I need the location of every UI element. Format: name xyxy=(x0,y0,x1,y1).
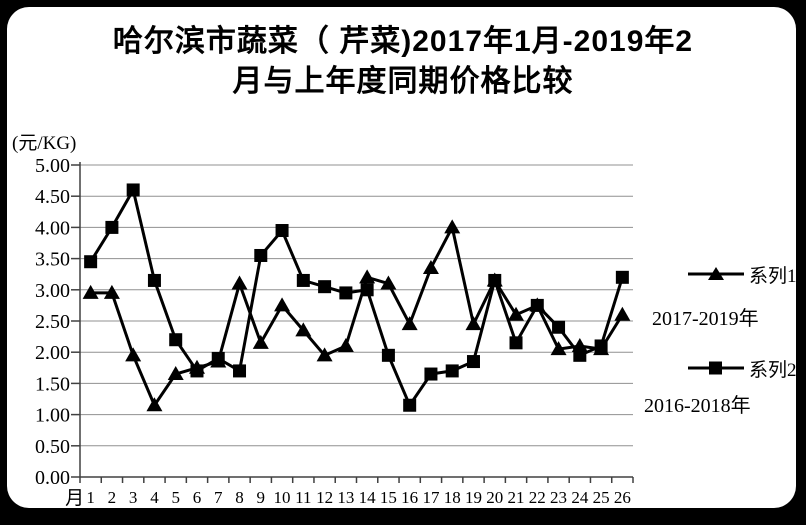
legend-series1-label: 系列1 xyxy=(749,265,797,287)
svg-text:9: 9 xyxy=(257,488,266,507)
chart-title-line2: 月与上年度同期价格比较 xyxy=(232,65,574,98)
x-tick-labels: 1 2 3 4 5 6 7 8 9 10 11 12 13 14 15 16 17 18 19 20 21 22 23 24 2… xyxy=(86,488,630,507)
svg-text:3.50: 3.50 xyxy=(35,249,70,271)
svg-text:20: 20 xyxy=(486,488,503,507)
svg-text:19: 19 xyxy=(465,488,482,507)
chart-panel xyxy=(7,7,796,508)
svg-text:17: 17 xyxy=(422,488,440,507)
series1-triangle-marker-icon xyxy=(688,267,744,280)
svg-text:2.50: 2.50 xyxy=(35,311,70,333)
svg-text:8: 8 xyxy=(235,488,244,507)
svg-text:4.50: 4.50 xyxy=(35,186,70,208)
svg-text:5: 5 xyxy=(171,488,180,507)
chart-title: 哈尔滨市蔬菜（ 芹菜)2017年1月-2019年2 月与上年度同期价格比较 xyxy=(0,22,806,102)
svg-text:0.50: 0.50 xyxy=(35,436,70,458)
series2-line xyxy=(89,185,624,409)
svg-text:24: 24 xyxy=(571,488,589,507)
svg-text:14: 14 xyxy=(359,488,377,507)
svg-text:12: 12 xyxy=(316,488,333,507)
y-axis-ticks xyxy=(71,164,80,478)
axis-lines xyxy=(79,162,633,478)
svg-text:10: 10 xyxy=(274,488,291,507)
gridlines xyxy=(80,164,633,447)
legend-series2-label: 系列2 xyxy=(749,359,797,381)
svg-text:4.00: 4.00 xyxy=(35,217,70,239)
month-prefix-label: 月 xyxy=(65,488,84,509)
svg-text:1.00: 1.00 xyxy=(35,405,70,427)
svg-text:0.00: 0.00 xyxy=(35,467,70,489)
y-tick-labels: 5.00 4.50 4.00 3.50 3.00 2.50 2.00 1.50 1.00 0.50… xyxy=(35,155,70,489)
svg-text:15: 15 xyxy=(380,488,397,507)
svg-text:26: 26 xyxy=(614,488,631,507)
svg-text:5.00: 5.00 xyxy=(35,155,70,177)
svg-text:4: 4 xyxy=(150,488,159,507)
svg-text:1: 1 xyxy=(86,488,95,507)
svg-text:3.00: 3.00 xyxy=(35,280,70,302)
svg-text:21: 21 xyxy=(508,488,525,507)
svg-text:16: 16 xyxy=(401,488,418,507)
svg-text:23: 23 xyxy=(550,488,567,507)
legend-series2-sublabel: 2016-2018年 xyxy=(644,395,751,417)
series2-markers xyxy=(84,183,629,412)
legend-series1-sublabel: 2017-2019年 xyxy=(652,308,759,330)
svg-text:3: 3 xyxy=(129,488,138,507)
svg-text:22: 22 xyxy=(529,488,546,507)
svg-text:7: 7 xyxy=(214,488,223,507)
y-axis-unit-label: (元/KG) xyxy=(12,133,77,154)
series2-square-marker-icon xyxy=(688,361,744,375)
x-axis-ticks xyxy=(79,477,634,483)
svg-text:25: 25 xyxy=(593,488,610,507)
svg-text:18: 18 xyxy=(444,488,461,507)
svg-text:1.50: 1.50 xyxy=(35,373,70,395)
svg-text:11: 11 xyxy=(295,488,311,507)
legend-entry-series1: 系列1 xyxy=(688,264,797,287)
legend-entry-series2: 系列2 xyxy=(688,358,797,381)
chart-title-line1: 哈尔滨市蔬菜（ 芹菜)2017年1月-2019年2 xyxy=(112,25,694,58)
svg-text:2.00: 2.00 xyxy=(35,342,70,364)
svg-text:13: 13 xyxy=(337,488,354,507)
svg-text:2: 2 xyxy=(108,488,117,507)
svg-text:6: 6 xyxy=(193,488,202,507)
